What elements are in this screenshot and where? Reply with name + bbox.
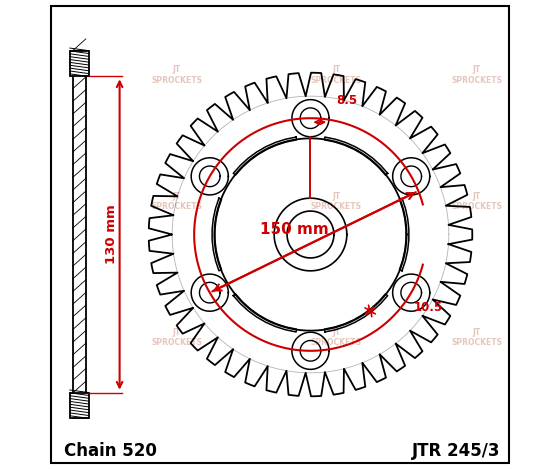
Polygon shape: [70, 393, 88, 418]
Text: JT
SPROCKETS: JT SPROCKETS: [451, 65, 502, 85]
Text: Chain 520: Chain 520: [64, 442, 157, 460]
Text: 10.5: 10.5: [414, 301, 443, 314]
Text: JT
SPROCKETS: JT SPROCKETS: [151, 328, 202, 348]
Text: JT
SPROCKETS: JT SPROCKETS: [151, 192, 202, 212]
Polygon shape: [70, 51, 88, 76]
Text: 130 mm: 130 mm: [105, 204, 118, 265]
Text: JT
SPROCKETS: JT SPROCKETS: [451, 328, 502, 348]
Text: JT
SPROCKETS: JT SPROCKETS: [311, 328, 362, 348]
Text: JT
SPROCKETS: JT SPROCKETS: [451, 192, 502, 212]
Text: 150 mm: 150 mm: [260, 222, 329, 237]
Text: JT
SPROCKETS: JT SPROCKETS: [151, 65, 202, 85]
Text: JTR 245/3: JTR 245/3: [412, 442, 501, 460]
Text: JT
SPROCKETS: JT SPROCKETS: [311, 192, 362, 212]
Text: 8.5: 8.5: [336, 94, 357, 107]
Text: JT
SPROCKETS: JT SPROCKETS: [311, 65, 362, 85]
Polygon shape: [73, 51, 86, 418]
